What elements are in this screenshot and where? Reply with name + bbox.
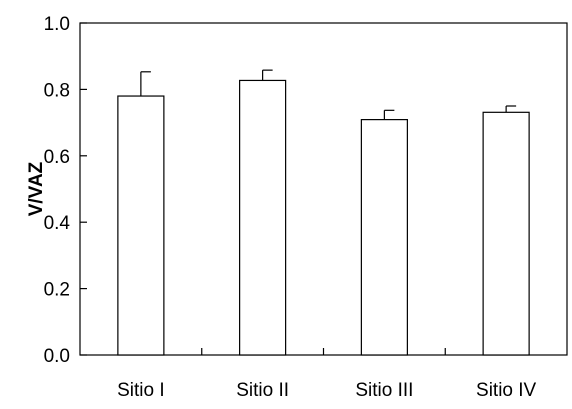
bar xyxy=(482,111,530,356)
y-tick-label: 0.0 xyxy=(44,346,70,367)
y-tick-label: 0.4 xyxy=(44,213,71,234)
x-category-label: Sitio I xyxy=(117,380,165,401)
error-bars xyxy=(140,69,517,120)
bar xyxy=(117,95,165,356)
y-axis-title: V/VAZ xyxy=(26,161,47,216)
y-tick-label: 0.2 xyxy=(44,280,70,301)
x-axis-category-labels: Sitio I Sitio II Sitio III Sitio IV xyxy=(117,380,536,401)
x-category-label: Sitio IV xyxy=(476,380,537,401)
bars xyxy=(117,79,530,356)
bar xyxy=(239,79,287,356)
x-category-label: Sitio II xyxy=(236,380,289,401)
y-axis-tick-labels: 0.0 0.2 0.4 0.6 0.8 1.0 xyxy=(44,14,71,367)
bar xyxy=(360,119,408,356)
y-tick-label: 1.0 xyxy=(44,14,70,35)
y-tick-label: 0.8 xyxy=(44,80,70,101)
y-axis-ticks xyxy=(80,22,87,356)
x-category-label: Sitio III xyxy=(355,380,413,401)
x-axis-ticks xyxy=(201,348,446,355)
y-tick-label: 0.6 xyxy=(44,147,70,168)
